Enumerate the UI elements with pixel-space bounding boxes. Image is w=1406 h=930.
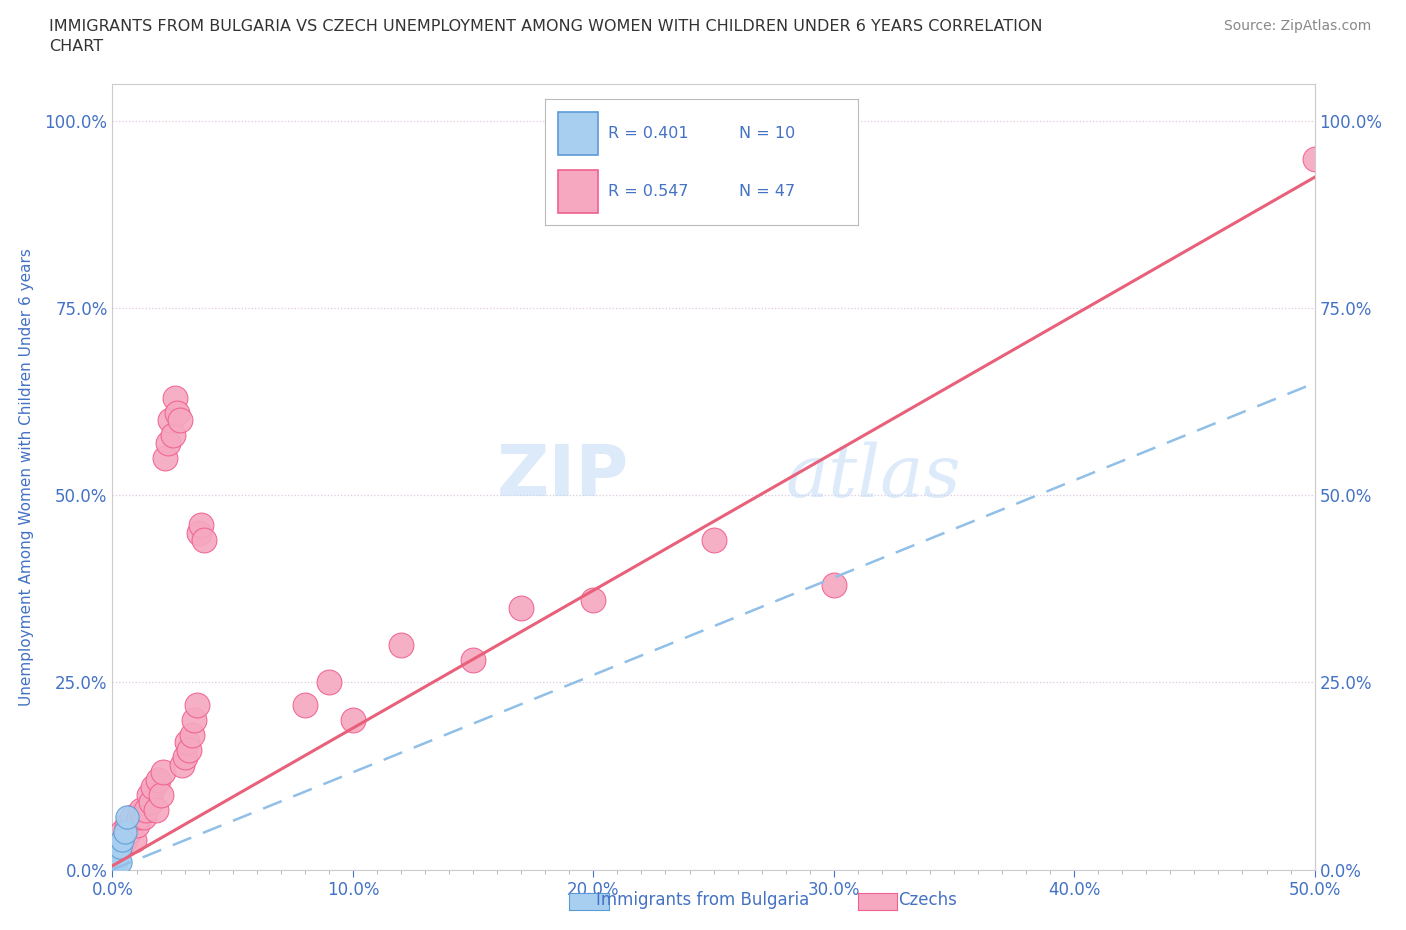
Point [183, 712, 205, 727]
Point [173, 750, 195, 764]
Point [132, 810, 155, 825]
Point [111, 832, 134, 847]
Text: Source: ZipAtlas.com: Source: ZipAtlas.com [1223, 19, 1371, 33]
Point [342, 712, 364, 727]
Point [111, 825, 134, 840]
Point [180, 727, 202, 742]
Point [135, 803, 157, 817]
Text: Immigrants from Bulgaria: Immigrants from Bulgaria [596, 891, 810, 910]
Point [142, 779, 165, 794]
Point [1303, 151, 1326, 166]
Point [163, 391, 186, 405]
Point [145, 803, 167, 817]
Point [104, 858, 127, 873]
Point [114, 825, 136, 840]
Point [190, 518, 212, 533]
Point [186, 698, 208, 712]
Point [155, 450, 177, 465]
Point [115, 817, 138, 832]
Point [125, 817, 148, 832]
Point [105, 851, 128, 866]
Point [703, 533, 725, 548]
Text: Czechs: Czechs [898, 891, 957, 910]
Point [121, 810, 143, 825]
Text: atlas: atlas [786, 442, 962, 512]
Point [101, 862, 124, 877]
Point [176, 735, 198, 750]
Point [115, 810, 138, 825]
Point [169, 413, 191, 428]
Point [389, 638, 412, 653]
Point [172, 757, 194, 772]
Point [162, 428, 184, 443]
Point [131, 803, 153, 817]
Point [105, 847, 128, 862]
Point [510, 600, 533, 615]
Point [156, 435, 179, 450]
Point [149, 788, 172, 803]
Point [108, 840, 131, 855]
Text: IMMIGRANTS FROM BULGARIA VS CZECH UNEMPLOYMENT AMONG WOMEN WITH CHILDREN UNDER 6: IMMIGRANTS FROM BULGARIA VS CZECH UNEMPL… [49, 19, 1043, 33]
Point [139, 795, 162, 810]
Point [193, 533, 215, 548]
Point [122, 832, 145, 847]
Point [138, 788, 160, 803]
Point [146, 772, 169, 787]
Y-axis label: Unemployment Among Women with Children Under 6 years: Unemployment Among Women with Children U… [18, 247, 34, 706]
Point [118, 825, 141, 840]
Point [294, 698, 316, 712]
Point [105, 847, 128, 862]
Point [582, 592, 605, 607]
Point [179, 742, 201, 757]
Point [461, 653, 484, 668]
Point [128, 810, 150, 825]
Point [166, 405, 188, 420]
Text: CHART: CHART [49, 39, 103, 54]
Point [823, 578, 845, 592]
Point [152, 764, 174, 779]
Point [108, 855, 131, 870]
Text: ZIP: ZIP [498, 442, 630, 512]
Point [159, 413, 181, 428]
Point [188, 525, 211, 540]
Point [108, 840, 131, 855]
Point [104, 855, 127, 870]
Point [114, 832, 136, 847]
Point [318, 675, 340, 690]
